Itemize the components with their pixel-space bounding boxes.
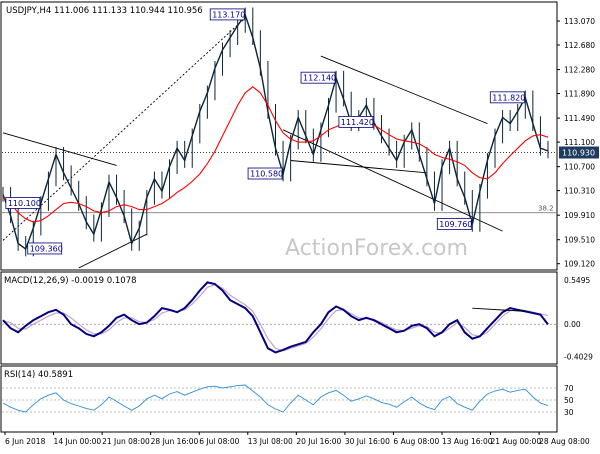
symbol-label: USDJPY,H4 111.006 111.133 110.944 110.95… (6, 6, 203, 16)
macd-y-tick-label: 0.5495 (564, 276, 590, 285)
macd-panel-frame (0, 271, 558, 365)
macd-label: MACD(12,26,9) -0.0019 0.1078 (4, 276, 137, 286)
rsi-y-tick-label: 50 (564, 396, 574, 405)
x-tick-label: 30 Jul 16:00 (345, 437, 390, 446)
price-y-tick-label: 111.100 (564, 138, 595, 147)
price-y-tick-label: 112.680 (564, 41, 595, 50)
x-tick-label: 13 Aug 16:00 (442, 437, 493, 446)
price-annotation-box (5, 197, 41, 209)
price-annotation-box (489, 91, 525, 104)
price-annotation-label: 111.420 (341, 118, 374, 127)
price-annotation-box (209, 8, 245, 21)
price-y-tick-label: 110.700 (564, 163, 595, 172)
macd-signal-line (2, 284, 549, 352)
x-tick-label: 6 Jul 08:00 (199, 437, 239, 446)
x-tick-label: 28 Aug 08:00 (539, 437, 590, 446)
macd-main-line (2, 281, 549, 354)
fib-level-label: 38.2 (538, 205, 554, 213)
x-tick-label: 21 Aug 00:00 (491, 437, 542, 446)
price-y-tick-label: 110.310 (564, 187, 595, 196)
price-annotation-label: 109.760 (439, 220, 472, 229)
rsi-panel-frame (0, 365, 558, 433)
macd-y-tick-label: 0.00 (564, 320, 581, 329)
price-annotation-label: 113.170 (212, 10, 245, 19)
price-annotation-box (436, 217, 472, 230)
trendline-channel-lower (282, 129, 503, 232)
price-annotation-label: 110.100 (8, 199, 41, 208)
rsi-y-tick-label: 70 (564, 384, 574, 393)
watermark: ActionForex.com (285, 236, 468, 261)
price-annotation-box (338, 116, 374, 128)
trendline-mid (290, 160, 427, 174)
price-y-tick-label: 111.490 (564, 114, 595, 123)
trendline-upper-june (2, 132, 117, 166)
trendline-dashed-rally (2, 17, 246, 241)
rsi-y-tick-label: 30 (564, 408, 574, 417)
price-y-tick-label: 112.280 (564, 66, 595, 75)
price-annotation-label: 111.820 (492, 93, 525, 102)
x-tick-label: 21 Jun 08:00 (102, 437, 150, 446)
price-annotation-box (300, 71, 336, 84)
x-tick-label: 6 Aug 08:00 (393, 437, 439, 446)
price-y-tick-label: 109.120 (564, 260, 595, 269)
price-annotation-label: 112.140 (303, 74, 336, 83)
macd-divergence-line (472, 307, 526, 312)
rsi-label: RSI(14) 40.5891 (4, 370, 73, 380)
macd-y-tick-label: -0.4029 (564, 353, 593, 362)
price-y-tick-label: 109.510 (564, 236, 595, 245)
price-y-tick-label: 113.070 (564, 17, 595, 26)
price-y-tick-label: 111.890 (564, 90, 595, 99)
x-tick-label: 20 Jul 16:00 (296, 437, 341, 446)
x-tick-label: 13 Jul 08:00 (248, 437, 293, 446)
trendline-channel-upper (320, 55, 488, 125)
price-panel-frame (0, 1, 558, 271)
moving-average-line (2, 86, 549, 223)
x-tick-label: 6 Jun 2018 (5, 437, 46, 446)
x-tick-label: 28 Jun 16:00 (151, 437, 199, 446)
price-annotation-box (27, 242, 63, 255)
price-annotation-box (247, 167, 283, 180)
price-annotation-label: 110.580 (250, 170, 283, 179)
price-series-line (2, 13, 549, 251)
current-price-label: 110.930 (562, 149, 595, 158)
current-price-box (559, 146, 599, 159)
price-annotation-label: 109.360 (30, 244, 63, 253)
rsi-line (2, 384, 549, 413)
trendline-lower-june (78, 233, 148, 269)
x-tick-label: 14 Jun 00:00 (54, 437, 102, 446)
price-y-tick-label: 109.910 (564, 211, 595, 220)
